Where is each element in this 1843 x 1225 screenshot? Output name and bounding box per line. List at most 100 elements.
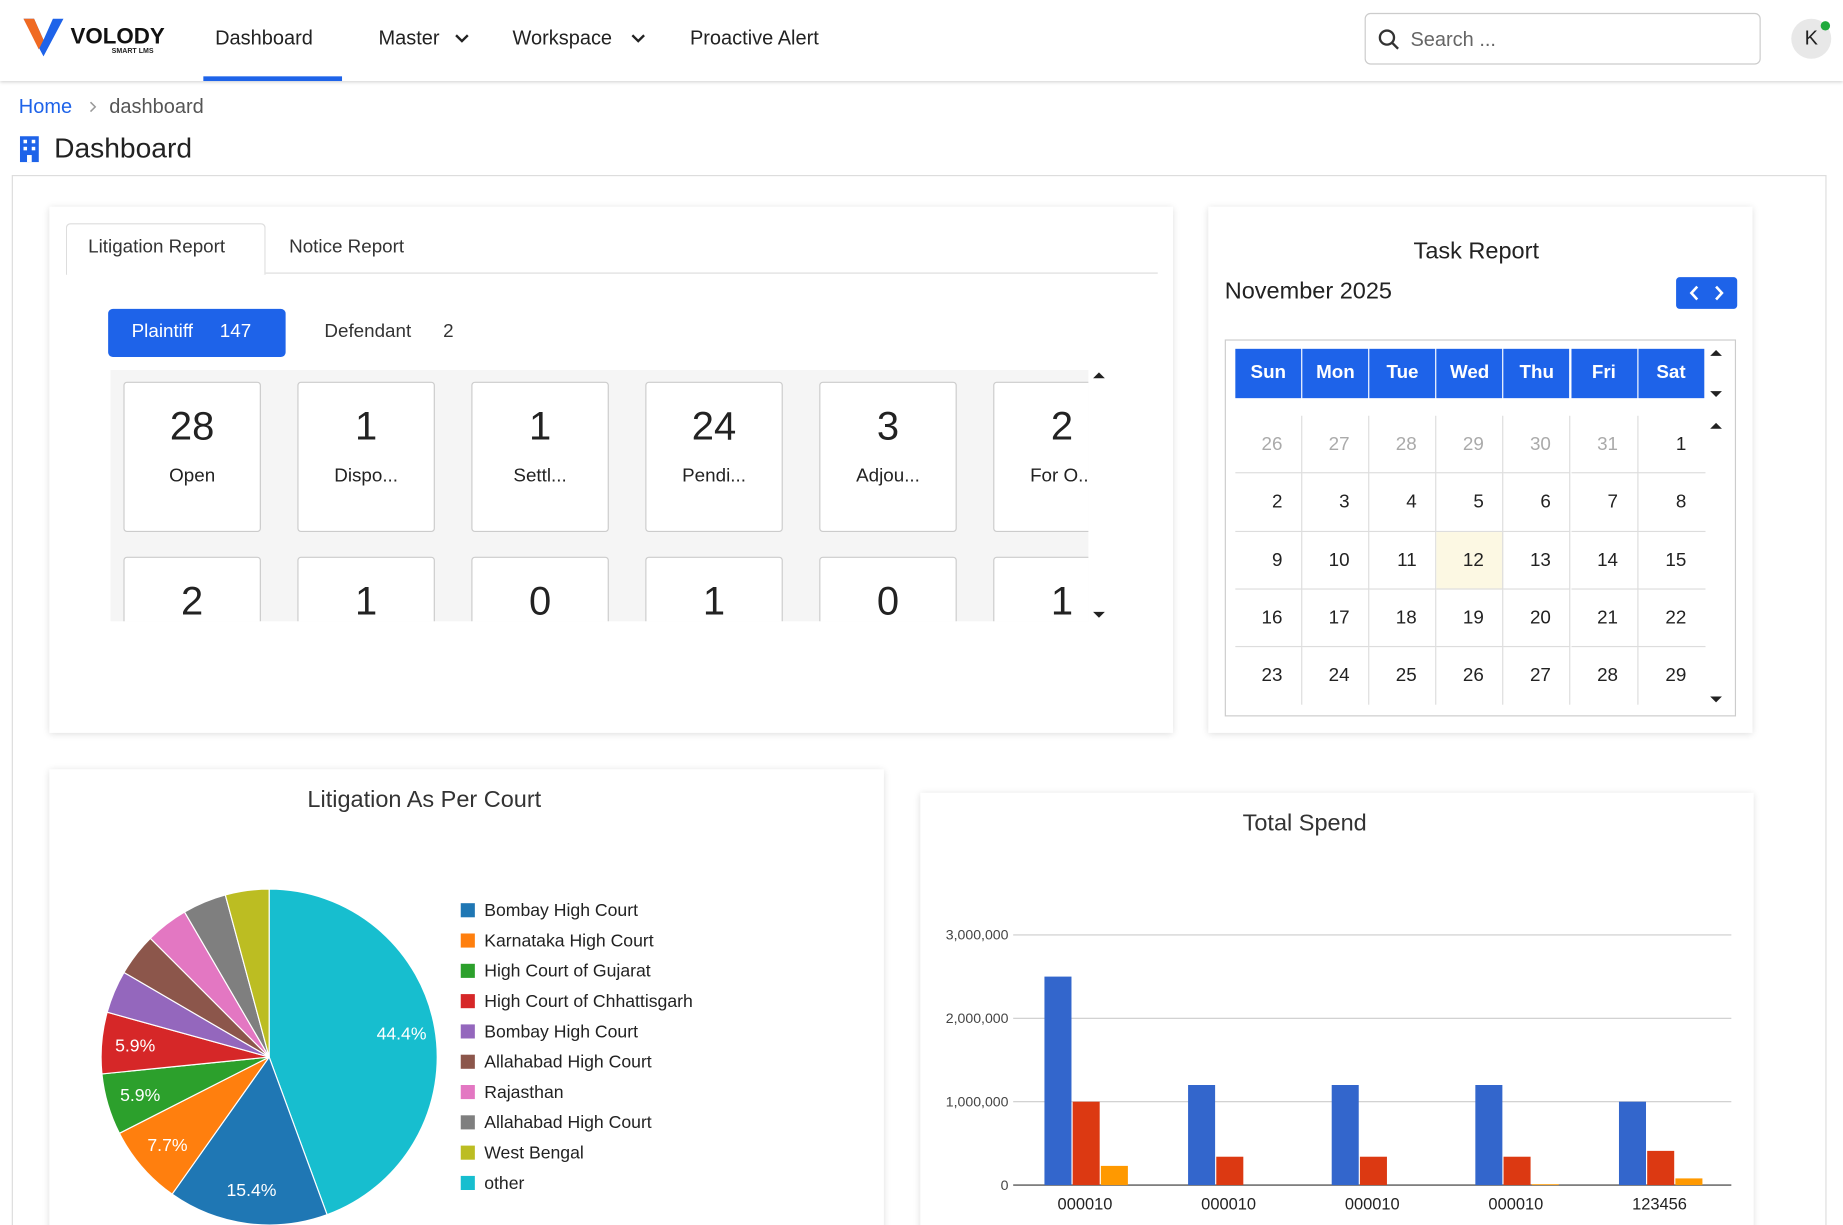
card-label: Adjou...	[856, 466, 920, 487]
status-card[interactable]: 1 Settl...	[471, 381, 609, 533]
status-card[interactable]: 24 Pendi...	[645, 381, 783, 533]
day-cell[interactable]: 11	[1369, 531, 1437, 590]
legend-label: Allahabad High Court	[484, 1112, 652, 1132]
status-card[interactable]: 2 For O...	[993, 381, 1089, 533]
tab-label[interactable]: Notice Report	[289, 237, 405, 258]
bar	[1503, 1156, 1531, 1186]
filter-count: 147	[219, 321, 252, 342]
legend-swatch	[460, 1115, 475, 1130]
day-cell[interactable]: 29	[1436, 415, 1504, 474]
day-cell[interactable]: 24	[1302, 647, 1370, 706]
status-card[interactable]: 1	[993, 556, 1089, 622]
legend-swatch	[460, 1085, 475, 1100]
status-card[interactable]: 3 Adjou...	[819, 381, 957, 533]
nav-item[interactable]: Dashboard	[215, 27, 313, 50]
x-tick-label: 000010	[1345, 1196, 1400, 1214]
card-label: Dispo...	[334, 466, 399, 487]
day-cell[interactable]: 22	[1638, 589, 1706, 648]
status-card[interactable]: 2	[123, 556, 261, 622]
day-cell[interactable]: 27	[1504, 647, 1571, 706]
bar	[1216, 1156, 1244, 1186]
bar	[1475, 1085, 1503, 1186]
breadcrumb-link[interactable]: Home	[18, 95, 73, 118]
day-cell[interactable]: 18	[1369, 589, 1437, 648]
legend-label: Karnataka High Court	[484, 930, 654, 950]
day-cell[interactable]: 12	[1436, 531, 1504, 590]
filter-active[interactable]	[108, 308, 286, 358]
card-count: 0	[876, 579, 900, 622]
nav-item[interactable]: Workspace	[512, 27, 613, 50]
day-cell[interactable]: 1	[1638, 416, 1706, 474]
day-cell[interactable]: 5	[1436, 473, 1504, 532]
legend-swatch	[460, 1175, 475, 1191]
status-card[interactable]: 1	[297, 556, 435, 622]
day-cell[interactable]: 16	[1235, 589, 1303, 648]
day-cell[interactable]: 30	[1503, 415, 1571, 474]
x-tick-label: 000010	[1058, 1196, 1113, 1214]
status-dot	[1820, 21, 1831, 31]
weekday-header: Sat	[1638, 348, 1704, 399]
day-cell[interactable]: 2	[1235, 473, 1303, 532]
task-card	[1208, 206, 1753, 733]
day-cell[interactable]: 21	[1570, 589, 1639, 648]
day-cell[interactable]: 29	[1665, 666, 1687, 687]
day-cell[interactable]: 27	[1302, 415, 1370, 474]
day-cell[interactable]: 14	[1570, 531, 1639, 590]
day-cell[interactable]: 13	[1503, 531, 1571, 590]
weekday-header: Tue	[1369, 348, 1436, 399]
day-cell[interactable]: 4	[1369, 473, 1437, 532]
card-label: Settl...	[513, 466, 567, 487]
logo-sub: SMART LMS	[111, 48, 154, 56]
day-cell[interactable]: 10	[1302, 531, 1370, 590]
day-cell[interactable]: 9	[1235, 531, 1303, 590]
weekday-header: Thu	[1503, 348, 1570, 399]
day-cell[interactable]: 6	[1503, 473, 1571, 532]
day-cell[interactable]: 26	[1235, 415, 1303, 474]
tab-active[interactable]	[65, 223, 266, 275]
nav-item[interactable]: Master	[378, 27, 440, 50]
breadcrumb-current: dashboard	[109, 95, 204, 118]
day-cell[interactable]: 20	[1503, 589, 1571, 648]
status-card[interactable]: 28 Open	[123, 381, 261, 533]
status-card[interactable]: 0	[819, 556, 957, 622]
filter-label[interactable]: Defendant	[324, 321, 412, 342]
search-box[interactable]	[1364, 12, 1761, 65]
nav-underline	[203, 76, 343, 82]
day-cell[interactable]: 7	[1570, 473, 1639, 532]
day-cell[interactable]: 28	[1571, 647, 1639, 706]
day-cell[interactable]: 19	[1436, 589, 1504, 648]
bar	[1188, 1085, 1216, 1186]
scroll-arrows[interactable]	[1091, 368, 1107, 626]
day-cell[interactable]: 26	[1437, 647, 1504, 706]
day-cell[interactable]: 31	[1570, 415, 1639, 474]
pie-slice	[268, 888, 438, 1216]
day-cell[interactable]: 25	[1370, 647, 1437, 706]
card-label: Pendi...	[682, 466, 746, 487]
slice-label: 15.4%	[226, 1180, 276, 1200]
day-cell[interactable]: 17	[1302, 589, 1370, 648]
card-count: 28	[169, 404, 215, 449]
nav-item[interactable]: Proactive Alert	[689, 27, 819, 50]
x-tick-label: 123456	[1632, 1196, 1687, 1214]
weekday-header: Fri	[1570, 348, 1637, 399]
card-count: 3	[876, 404, 900, 449]
card-label: Open	[169, 466, 216, 487]
month-nav[interactable]	[1676, 277, 1738, 309]
day-cell[interactable]: 15	[1638, 532, 1706, 590]
status-card[interactable]: 1	[645, 556, 783, 622]
tab-line	[265, 272, 1158, 274]
status-card[interactable]: 0	[471, 556, 609, 622]
slice-label: 7.7%	[147, 1135, 187, 1155]
day-cell[interactable]: 23	[1235, 647, 1303, 706]
filter-count: 2	[443, 321, 454, 342]
day-cell[interactable]: 3	[1302, 473, 1370, 532]
bar	[1618, 1101, 1647, 1186]
bar	[1072, 1101, 1100, 1186]
day-cell[interactable]: 28	[1369, 415, 1437, 474]
status-card[interactable]: 1 Dispo...	[297, 381, 435, 533]
weekday-header: Wed	[1436, 348, 1503, 399]
legend-swatch	[460, 1145, 475, 1160]
month-nav-icons	[1689, 285, 1724, 301]
day-cell[interactable]: 8	[1638, 474, 1706, 532]
chevron	[455, 34, 469, 43]
